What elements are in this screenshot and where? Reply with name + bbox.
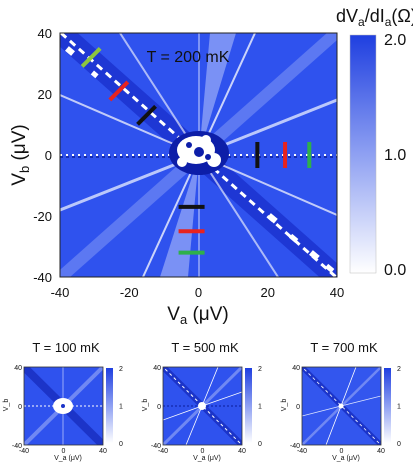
colorbar-label-part: /dI (365, 6, 385, 26)
main-title: T = 200 mK (147, 49, 230, 66)
panel-500mk: T = 500 mK V_b V_a (μV) (142, 340, 252, 462)
panel-colorbar-tick-label: 0 (119, 441, 123, 448)
colorbar-label-part: a (385, 15, 392, 29)
main-x-tick-label: -20 (120, 285, 139, 300)
main-x-tick-label: 40 (330, 285, 344, 300)
colorbar: dVa/dIa(Ω) 2.01.00.0 (336, 6, 413, 279)
main-central-blob (169, 131, 229, 175)
panel-100mk-title: T = 100 mK (32, 340, 100, 355)
main-x-axis-label-main: V (167, 304, 180, 325)
main-x-tick-label: 20 (261, 285, 275, 300)
colorbar-label-part: (Ω) (391, 6, 413, 26)
main-y-axis-label-unit: (μV) (9, 124, 30, 166)
panel-colorbar-tick-label: 0 (258, 441, 262, 448)
panel-colorbar-tick-label: 2 (258, 366, 262, 373)
main-y-tick-label: 40 (38, 26, 52, 41)
main-diagonal-fragments (65, 46, 335, 273)
colorbar-label: dVa/dIa(Ω) (336, 6, 413, 29)
panel-700mk-title: T = 700 mK (310, 340, 378, 355)
panel-100mk: T = 100 mK V_b V_a (μV) (3, 340, 113, 462)
panel-700mk: T = 700 mK V_b V_a (μV) (281, 340, 391, 462)
main-y-tick-label: -20 (33, 209, 52, 224)
main-heatmap: T = 200 mK (59, 32, 338, 278)
panel-500mk-frame (162, 366, 243, 446)
main-x-tick-label: 0 (195, 285, 202, 300)
main-y-tick-label: 0 (45, 148, 52, 163)
main-y-tick-label: -40 (33, 270, 52, 285)
panel-y-label: V_b (3, 399, 10, 412)
panel-x-label: V_a (μV) (54, 455, 82, 462)
panel-500mk-colorbar (245, 368, 252, 443)
panel-x-tick-label: 40 (238, 448, 246, 455)
main-y-axis-label: Vb (μV) (9, 124, 32, 185)
colorbar-tick-label: 2.0 (384, 32, 406, 49)
panel-y-tick-label: 0 (157, 404, 161, 411)
panel-500mk-title: T = 500 mK (171, 340, 239, 355)
panel-x-tick-label: -40 (158, 448, 168, 455)
colorbar-tick-labels: 2.0 1.0 0.0 (384, 32, 406, 279)
cut-marker (136, 104, 157, 126)
panel-y-tick-label: -40 (290, 443, 300, 450)
panel-y-tick-label: 40 (153, 365, 161, 372)
main-light-wedge (199, 33, 236, 155)
panel-x-tick-label: 40 (377, 448, 385, 455)
main-x-axis-label: Va (μV) (167, 304, 228, 327)
panel-x-tick-label: 40 (99, 448, 107, 455)
panel-700mk-features (302, 367, 381, 445)
cut-markers (80, 46, 312, 255)
small-panel-tick-labels: -40 0 40 40 0 -40 2 1 0 -40 0 40 40 0 -40 2 1 0 -40 0 40 40 0 -… (12, 365, 401, 455)
main-ray (198, 154, 279, 277)
main-y-tick-label: 20 (38, 87, 52, 102)
panel-x-tick-label: -40 (297, 448, 307, 455)
colorbar-tick-label: 0.0 (384, 262, 406, 279)
cut-marker (80, 46, 102, 68)
panel-colorbar-tick-label: 2 (119, 366, 123, 373)
main-x-tick-label: -40 (51, 285, 70, 300)
panel-colorbar-tick-label: 0 (397, 441, 401, 448)
main-light-wedge (160, 155, 199, 277)
colorbar-gradient (349, 34, 377, 274)
panel-colorbar-tick-label: 1 (397, 404, 401, 411)
panel-y-tick-label: 40 (292, 365, 300, 372)
panel-x-tick-label: -40 (19, 448, 29, 455)
main-ray (142, 154, 200, 277)
main-heatmap-features (60, 33, 337, 277)
panel-700mk-frame (301, 366, 382, 446)
main-x-axis-label-sub: a (180, 312, 188, 327)
panel-100mk-colorbar (106, 368, 113, 443)
panel-100mk-features (24, 367, 103, 445)
cut-marker (108, 80, 130, 102)
main-x-axis-label-unit: (μV) (187, 304, 229, 325)
panel-y-tick-label: -40 (151, 443, 161, 450)
panel-y-tick-label: 40 (14, 365, 22, 372)
panel-500mk-features (163, 367, 242, 445)
panel-x-tick-label: 0 (62, 448, 66, 455)
panel-y-label: V_b (142, 399, 149, 412)
panel-colorbar-tick-label: 1 (119, 404, 123, 411)
panel-y-tick-label: 0 (296, 404, 300, 411)
panel-x-tick-label: 0 (201, 448, 205, 455)
panel-x-label: V_a (μV) (193, 455, 221, 462)
panel-700mk-colorbar (384, 368, 391, 443)
colorbar-tick-label: 1.0 (384, 147, 406, 164)
panel-x-label: V_a (μV) (332, 455, 360, 462)
panel-y-tick-label: -40 (12, 443, 22, 450)
panel-x-tick-label: 0 (340, 448, 344, 455)
main-heatmap-frame (59, 32, 338, 278)
main-x-tick-labels: -40 -20 0 20 40 (51, 285, 345, 300)
panel-100mk-frame (23, 366, 104, 446)
main-y-axis-label-main: V (9, 173, 30, 186)
main-y-tick-labels: 40 20 0 -20 -40 (33, 26, 52, 285)
panel-y-label: V_b (281, 399, 288, 412)
main-y-axis-label-sub: b (17, 166, 32, 173)
small-panels: T = 100 mK V_b V_a (μV) T = 500 mK (3, 340, 401, 462)
colorbar-label-part: a (358, 15, 365, 29)
colorbar-label-part: dV (336, 6, 358, 26)
panel-y-tick-label: 0 (18, 404, 22, 411)
panel-colorbar-tick-label: 2 (397, 366, 401, 373)
panel-colorbar-tick-label: 1 (258, 404, 262, 411)
